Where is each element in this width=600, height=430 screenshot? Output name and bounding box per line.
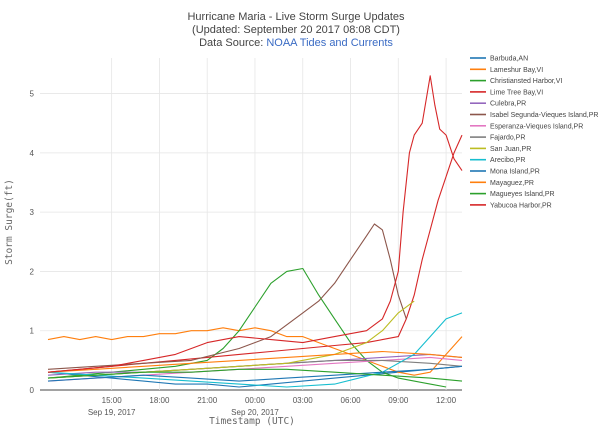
- x-tick-label: 03:00: [293, 396, 314, 405]
- x-tick-label: 21:00: [197, 396, 218, 405]
- legend-label[interactable]: Mayaguez,PR: [490, 180, 534, 187]
- x-tick-label: 06:00: [341, 396, 362, 405]
- chart-title-line2: (Updated: September 20 2017 08:08 CDT): [192, 24, 400, 36]
- y-tick-label: 3: [30, 208, 35, 217]
- legend-label[interactable]: Lime Tree Bay,VI: [490, 89, 543, 96]
- legend-label[interactable]: Magueyes Island,PR: [490, 191, 555, 198]
- series-line-14: [47, 75, 463, 373]
- data-source-prefix: Data Source:: [199, 37, 266, 49]
- legend-label[interactable]: Esperanza-Vieques Island,PR: [490, 123, 583, 130]
- x-axis-title: Timestamp (UTC): [209, 416, 295, 427]
- x-tick-label: 15:00: [102, 396, 123, 405]
- series-line-13: [47, 368, 463, 382]
- y-axis-title: Storm Surge(ft): [4, 179, 15, 265]
- legend-label[interactable]: Mona Island,PR: [490, 169, 540, 176]
- noaa-link[interactable]: NOAA Tides and Currents: [266, 37, 393, 49]
- legend-label[interactable]: Culebra,PR: [490, 101, 526, 108]
- y-tick-label: 0: [30, 386, 35, 395]
- y-tick-label: 1: [30, 327, 35, 336]
- x-tick-sublabel: Sep 20, 2017: [231, 408, 279, 417]
- x-tick-label: 09:00: [388, 396, 409, 405]
- series-line-6: [47, 223, 407, 370]
- chart-title-line1: Hurricane Maria - Live Storm Surge Updat…: [187, 11, 405, 23]
- y-tick-label: 5: [30, 90, 35, 99]
- chart-title-line3: Data Source: NOAA Tides and Currents: [199, 37, 393, 49]
- y-tick-label: 2: [30, 267, 35, 276]
- legend: Barbuda,AN Lameshur Bay,VI Christiansted H…: [470, 56, 598, 209]
- legend-label[interactable]: Yabucoa Harbor,PR: [490, 202, 552, 209]
- grid: [40, 58, 462, 391]
- legend-label[interactable]: Barbuda,AN: [490, 56, 528, 63]
- legend-label[interactable]: Isabel Segunda-Vieques Island,PR: [490, 112, 598, 119]
- series-line-12: [47, 350, 463, 373]
- x-tick-sublabel: Sep 19, 2017: [88, 408, 136, 417]
- legend-label[interactable]: San Juan,PR: [490, 146, 531, 153]
- y-axis-ticks: 0 1 2 3 4 5: [30, 90, 35, 395]
- x-tick-label: 18:00: [149, 396, 170, 405]
- series-line-10: [47, 312, 463, 388]
- x-tick-label: 12:00: [436, 396, 457, 405]
- legend-label[interactable]: Arecibo,PR: [490, 157, 525, 164]
- legend-label[interactable]: Lameshur Bay,VI: [490, 67, 543, 74]
- x-axis-ticks: 15:00 Sep 19, 2017 18:00 21:00 00:00 Sep 20, …: [88, 396, 457, 417]
- y-tick-label: 4: [30, 149, 35, 158]
- series-group: [47, 75, 463, 388]
- series-line-2: [47, 327, 463, 376]
- series-line-11: [47, 365, 463, 382]
- legend-label[interactable]: Fajardo,PR: [490, 135, 525, 142]
- x-tick-label: 00:00: [245, 396, 266, 405]
- legend-label[interactable]: Christiansted Harbor,VI: [490, 78, 562, 85]
